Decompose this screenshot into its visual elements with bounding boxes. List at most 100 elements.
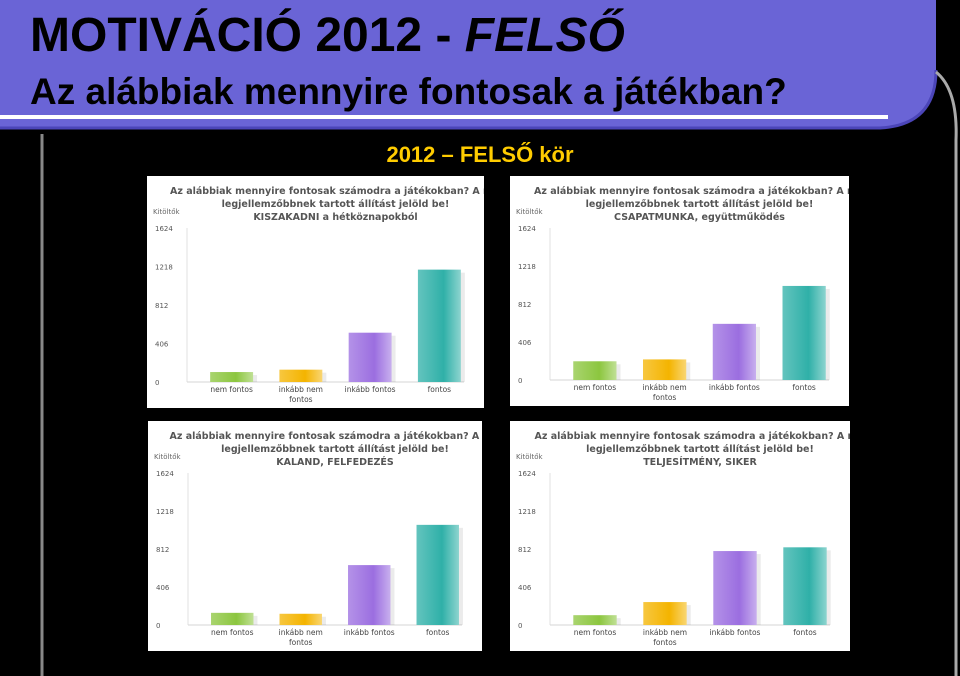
y-tick-label: 406 (518, 584, 532, 592)
x-tick-label-inkabb-nem-fontos: inkább nem fontos (279, 385, 323, 404)
title-bold: MOTIVÁCIÓ (30, 9, 302, 62)
bar-inkabb-nem-fontos (643, 602, 687, 625)
bar-inkabb-fontos (348, 565, 391, 625)
bar-fontos (782, 285, 826, 380)
bar-inkabb-fontos (713, 551, 757, 625)
chart-title: Az alábbiak mennyire fontosak számodra a… (170, 431, 482, 455)
y-tick-label: 0 (518, 377, 522, 385)
bar-inkabb-nem-fontos (643, 359, 687, 380)
bar-chart-3: Az alábbiak mennyire fontosak számodra a… (516, 431, 850, 647)
x-tick-label-inkabb-fontos: inkább fontos (345, 385, 396, 394)
x-tick-label-nem-fontos: nem fontos (210, 385, 253, 394)
y-tick-label: 1218 (156, 508, 174, 516)
chart-title-line: legjellemzőbbnek tartott állítást jelöld… (586, 444, 814, 455)
x-tick-label-nem-fontos: nem fontos (574, 628, 617, 637)
bar-nem-fontos (573, 615, 617, 625)
x-tick-label-line: inkább fontos (709, 383, 760, 392)
chart-title-line: Az alábbiak mennyire fontosak számodra a… (534, 186, 849, 197)
title-year: 2012 - (315, 9, 452, 62)
x-tick-label-inkabb-nem-fontos: inkább nem fontos (643, 383, 687, 402)
y-tick-label: 406 (518, 339, 532, 347)
y-tick-label: 1624 (156, 470, 174, 478)
x-tick-label-line: nem fontos (574, 383, 617, 392)
y-tick-label: 812 (518, 301, 531, 309)
x-tick-label-inkabb-fontos: inkább fontos (344, 628, 395, 637)
x-tick-label-nem-fontos: nem fontos (211, 628, 254, 637)
x-tick-label-line: inkább fontos (344, 628, 395, 637)
bar-chart-2: Az alábbiak mennyire fontosak számodra a… (154, 431, 482, 647)
x-tick-label-inkabb-fontos: inkább fontos (709, 383, 760, 392)
bar-nem-fontos (573, 361, 617, 380)
x-tick-label-line: inkább nem (279, 628, 323, 637)
chart-topic: KALAND, FELFEDEZÉS (276, 456, 394, 468)
chart-topic: CSAPATMUNKA, együttműködés (614, 212, 785, 223)
y-axis-label: Kitöltők (516, 207, 544, 216)
y-tick-label: 406 (155, 341, 169, 349)
x-tick-label-line: fontos (792, 383, 816, 392)
y-tick-label: 0 (155, 379, 159, 387)
x-tick-label-line: inkább fontos (710, 628, 761, 637)
x-tick-label-line: fontos (289, 638, 313, 647)
chart-panel-kaland: Az alábbiak mennyire fontosak számodra a… (148, 421, 482, 651)
bar-chart-1: Az alábbiak mennyire fontosak számodra a… (516, 186, 849, 402)
x-tick-label-inkabb-nem-fontos: inkább nem fontos (279, 628, 323, 647)
title-italic: FELSŐ (464, 9, 625, 62)
x-tick-label-line: nem fontos (210, 385, 253, 394)
chart-topic: KISZAKADNI a hétköznapokból (253, 212, 417, 223)
bar-inkabb-fontos (348, 332, 392, 382)
bar-nem-fontos (210, 372, 254, 382)
y-tick-label: 0 (156, 622, 160, 630)
chart-title: Az alábbiak mennyire fontosak számodra a… (534, 186, 849, 210)
chart-title: Az alábbiak mennyire fontosak számodra a… (170, 186, 484, 210)
y-tick-label: 0 (518, 622, 522, 630)
x-tick-label-line: inkább nem (643, 628, 687, 637)
chart-panel-kiszakadni: Az alábbiak mennyire fontosak számodra a… (147, 176, 484, 408)
x-tick-label-fontos: fontos (792, 383, 816, 392)
chart-panel-csapatmunka: Az alábbiak mennyire fontosak számodra a… (510, 176, 849, 406)
x-tick-label-line: fontos (793, 628, 817, 637)
x-tick-label-inkabb-fontos: inkább fontos (710, 628, 761, 637)
x-tick-label-inkabb-nem-fontos: inkább nem fontos (643, 628, 687, 647)
x-tick-label-line: inkább nem (643, 383, 687, 392)
bar-inkabb-fontos (712, 323, 756, 380)
y-tick-label: 812 (156, 546, 169, 554)
y-axis-label: Kitöltők (153, 207, 181, 216)
slide-title: MOTIVÁCIÓ 2012 - FELSŐ (30, 8, 625, 64)
chart-title-line: Az alábbiak mennyire fontosak számodra a… (170, 186, 484, 197)
y-tick-label: 1218 (155, 264, 173, 272)
y-tick-label: 1218 (518, 508, 536, 516)
chart-title: Az alábbiak mennyire fontosak számodra a… (535, 431, 850, 455)
chart-title-line: legjellemzőbbnek tartott állítást jelöld… (586, 199, 814, 210)
y-tick-label: 1624 (155, 225, 173, 233)
x-tick-label-line: nem fontos (211, 628, 254, 637)
y-tick-label: 406 (156, 584, 170, 592)
y-tick-label: 812 (518, 546, 531, 554)
y-axis-label: Kitöltők (516, 452, 544, 461)
y-tick-label: 1624 (518, 225, 536, 233)
x-tick-label-fontos: fontos (793, 628, 817, 637)
chart-topic: TELJESÍTMÉNY, SIKER (643, 456, 757, 468)
slide-subtitle: 2012 – FELSŐ kör (386, 142, 574, 167)
x-tick-label-fontos: fontos (426, 628, 450, 637)
chart-panel-teljesitmeny: Az alábbiak mennyire fontosak számodra a… (510, 421, 850, 651)
bar-chart-0: Az alábbiak mennyire fontosak számodra a… (153, 186, 484, 404)
bar-inkabb-nem-fontos (279, 369, 323, 382)
chart-title-line: legjellemzőbbnek tartott állítást jelöld… (221, 444, 449, 455)
title-banner: MOTIVÁCIÓ 2012 - FELSŐ Az alábbiak menny… (0, 0, 960, 150)
chart-title-line: legjellemzőbbnek tartott állítást jelöld… (222, 199, 450, 210)
y-tick-label: 1218 (518, 263, 536, 271)
chart-title-line: Az alábbiak mennyire fontosak számodra a… (170, 431, 482, 442)
bar-fontos (783, 547, 827, 625)
chart-title-line: Az alábbiak mennyire fontosak számodra a… (535, 431, 850, 442)
x-tick-label-line: fontos (289, 395, 313, 404)
y-axis-label: Kitöltők (154, 452, 182, 461)
x-tick-label-line: inkább nem (279, 385, 323, 394)
x-tick-label-nem-fontos: nem fontos (574, 383, 617, 392)
slide-question: Az alábbiak mennyire fontosak a játékban… (30, 71, 787, 112)
title-underline (0, 115, 888, 119)
x-tick-label-line: fontos (426, 628, 450, 637)
y-tick-label: 812 (155, 302, 168, 310)
x-tick-label-line: fontos (428, 385, 452, 394)
x-tick-label-fontos: fontos (428, 385, 452, 394)
bar-fontos (416, 524, 459, 625)
